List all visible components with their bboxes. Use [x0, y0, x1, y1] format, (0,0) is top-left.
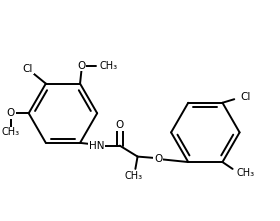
Text: Cl: Cl	[240, 92, 251, 102]
Text: O: O	[7, 108, 15, 118]
Text: O: O	[116, 120, 124, 130]
Text: O: O	[77, 61, 86, 71]
Text: CH₃: CH₃	[99, 61, 117, 71]
Text: CH₃: CH₃	[236, 168, 254, 178]
Text: CH₃: CH₃	[124, 171, 143, 181]
Text: O: O	[154, 154, 162, 164]
Text: Cl: Cl	[23, 63, 33, 74]
Text: HN: HN	[89, 141, 104, 151]
Text: CH₃: CH₃	[2, 128, 20, 137]
